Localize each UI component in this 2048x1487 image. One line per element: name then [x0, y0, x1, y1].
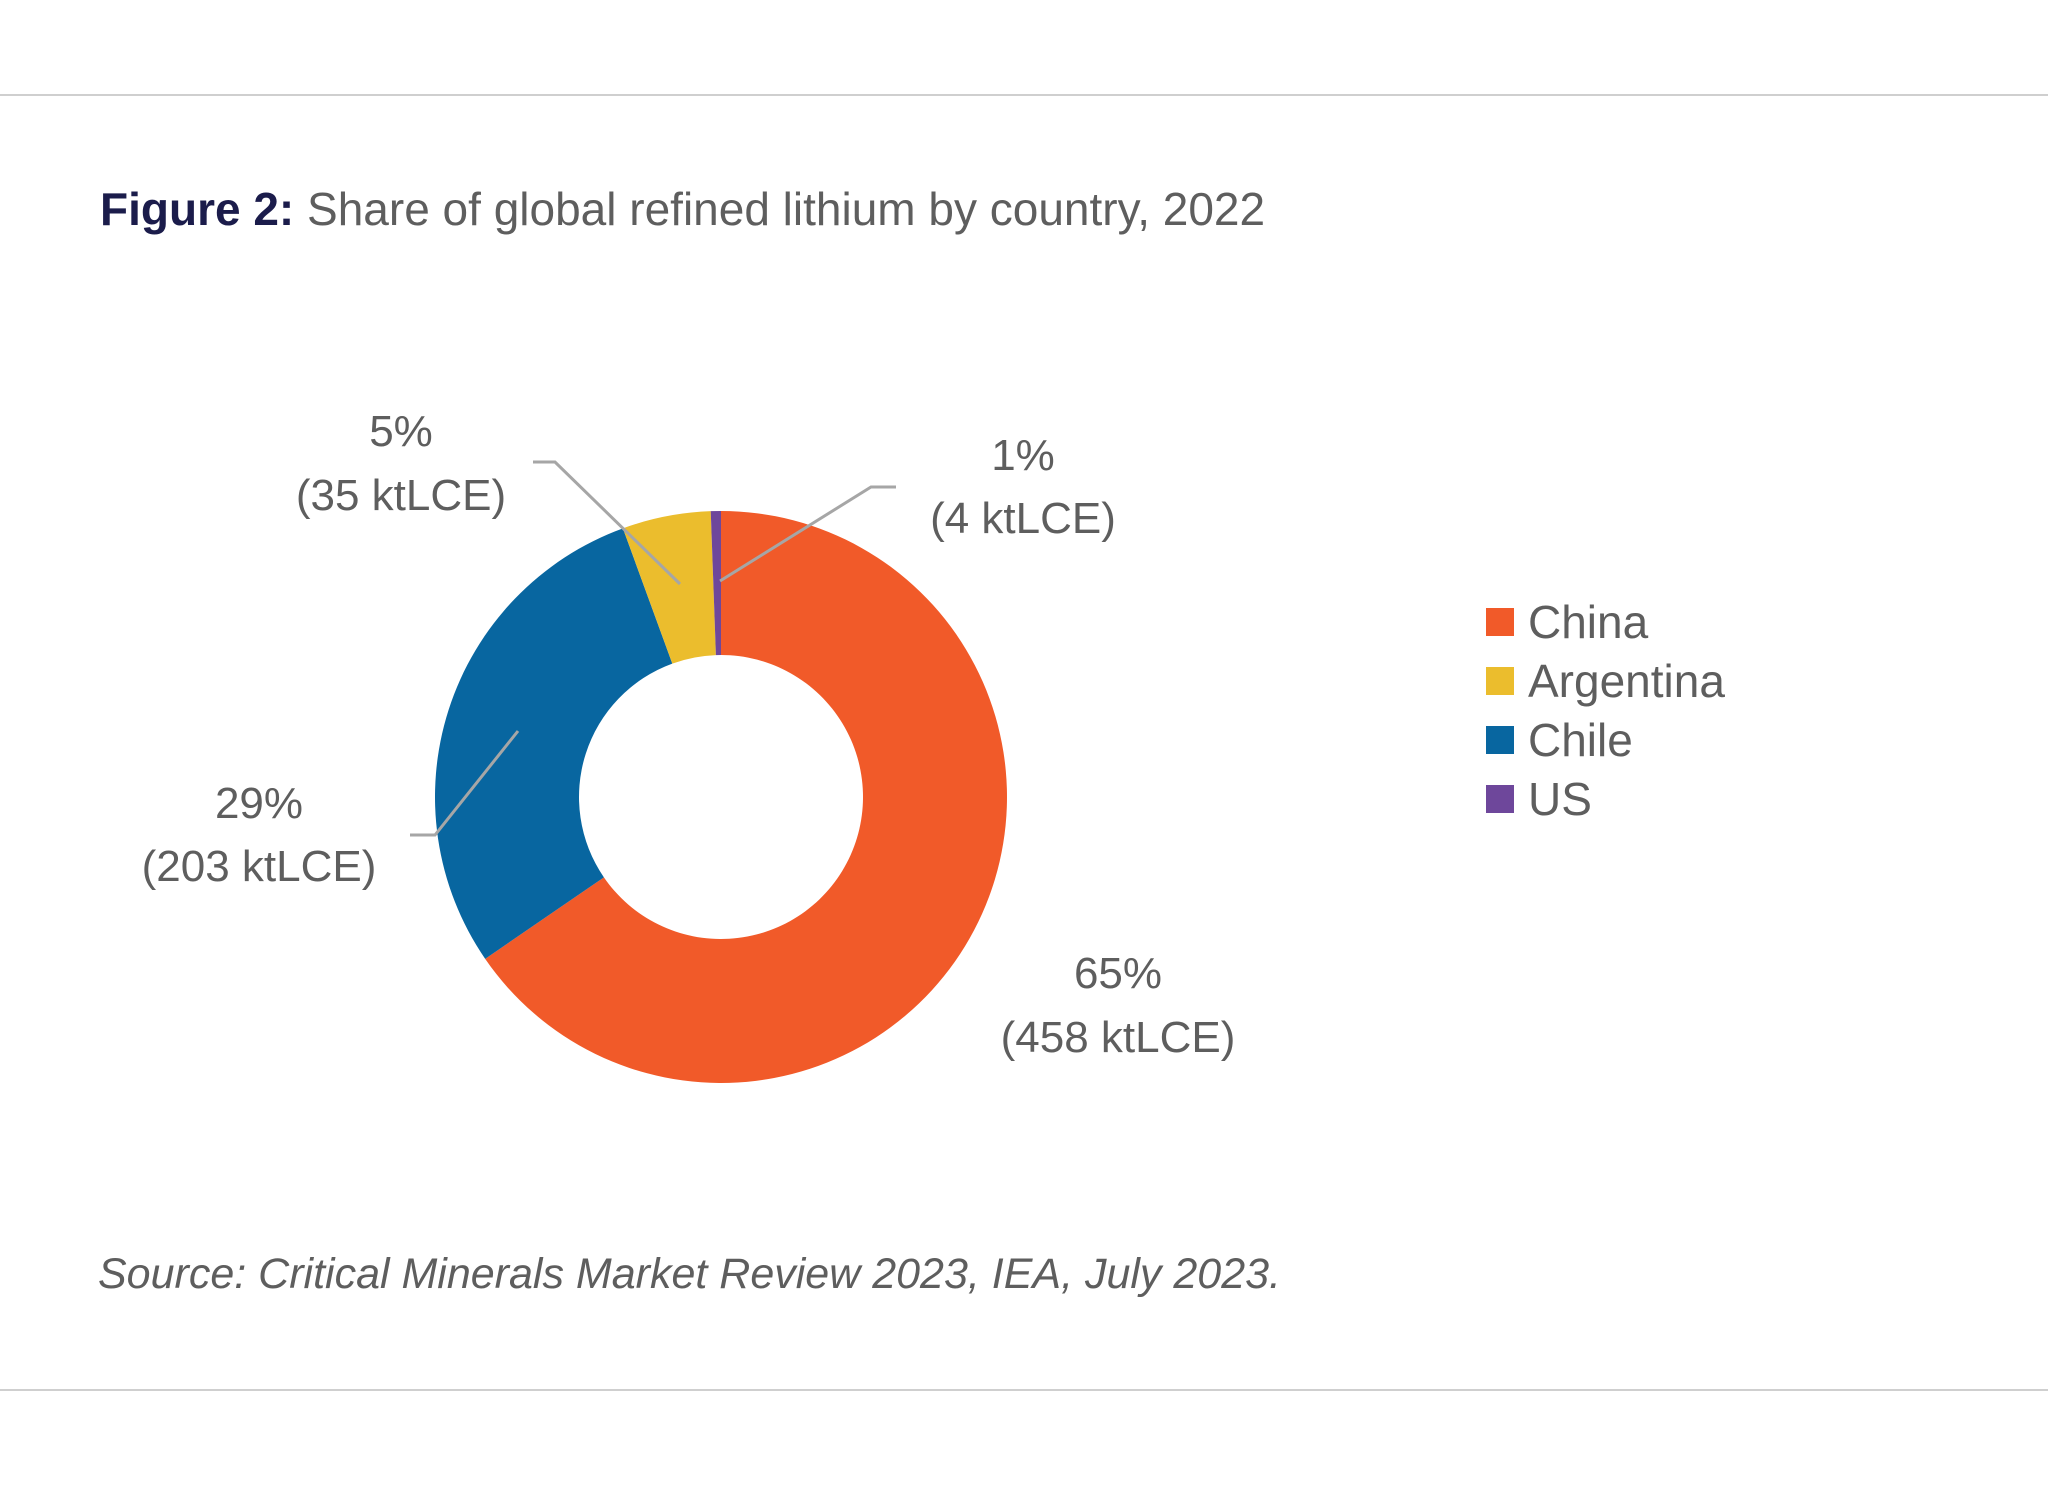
- data-label-value-china: (458 ktLCE): [1001, 1013, 1236, 1062]
- leader-line-chile: [410, 730, 520, 837]
- bottom-divider: [0, 1389, 2048, 1391]
- data-label-percent-argentina: 5%: [369, 407, 433, 456]
- slice-us: [710, 511, 721, 656]
- legend-swatch-china: [1486, 608, 1514, 636]
- figure-label: Figure 2:: [100, 183, 295, 235]
- data-label-value-argentina: (35 ktLCE): [296, 471, 506, 520]
- data-label-percent-us: 1%: [991, 431, 1055, 480]
- title-text: Share of global refined lithium by count…: [307, 183, 1266, 235]
- source-note: Source: Critical Minerals Market Review …: [98, 1250, 1281, 1298]
- legend-label-chile: Chile: [1528, 714, 1633, 766]
- leader-line-argentina: [533, 460, 682, 586]
- legend-label-china: China: [1528, 596, 1649, 648]
- data-label-value-us: (4 ktLCE): [930, 494, 1116, 543]
- legend-swatch-chile: [1486, 726, 1514, 754]
- legend-swatch-us: [1486, 785, 1514, 813]
- legend-label-us: US: [1528, 773, 1592, 825]
- slice-chile: [434, 528, 673, 959]
- data-label-percent-chile: 29%: [215, 779, 303, 828]
- data-label-value-chile: (203 ktLCE): [142, 842, 377, 891]
- slice-china: [485, 511, 1007, 1083]
- top-divider: [0, 94, 2048, 96]
- data-label-percent-china: 65%: [1074, 949, 1162, 998]
- chart-title: Figure 2: Share of global refined lithiu…: [100, 182, 1265, 236]
- legend-swatch-argentina: [1486, 667, 1514, 695]
- leader-line-us: [719, 485, 896, 583]
- legend-label-argentina: Argentina: [1528, 655, 1725, 707]
